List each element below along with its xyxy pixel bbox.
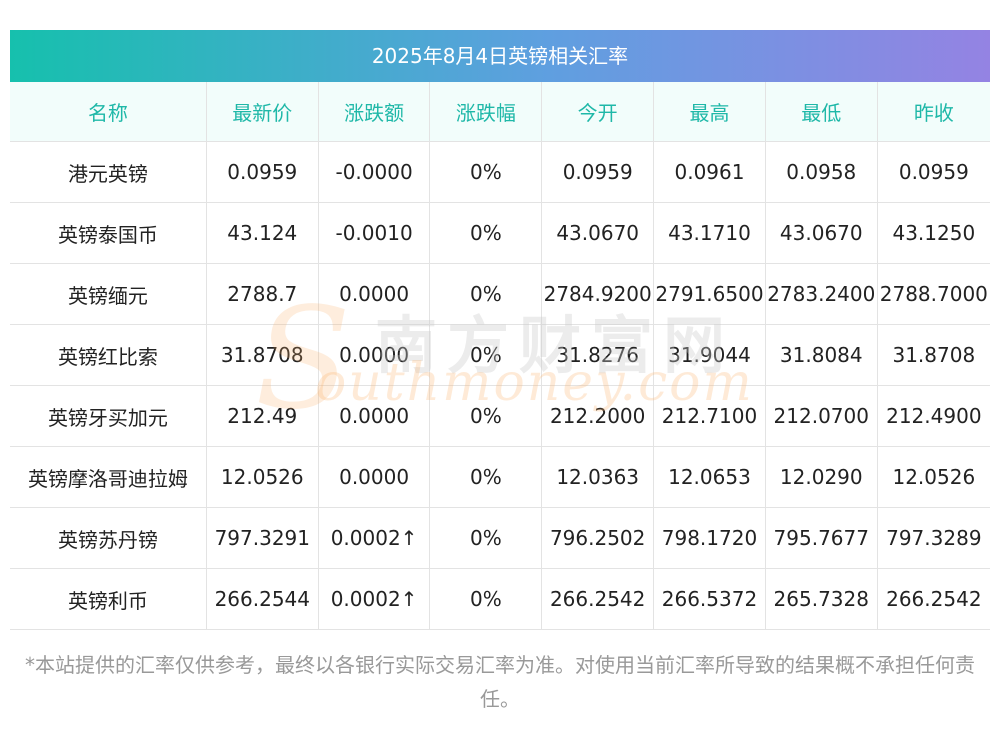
cell-high: 0.0961: [653, 141, 766, 203]
disclaimer-footnote: *本站提供的汇率仅供参考，最终以各银行实际交易汇率为准。对使用当前汇率所导致的结…: [25, 653, 975, 711]
cell-prev-close: 2788.7000: [876, 263, 990, 325]
cell-change-pct: 0%: [429, 385, 542, 447]
cell-change-pct: 0%: [429, 568, 542, 630]
cell-name: 英镑摩洛哥迪拉姆: [10, 446, 207, 508]
cell-high: 12.0653: [653, 446, 766, 508]
table-row: 港元英镑 0.0959 -0.0000 0% 0.0959 0.0961 0.0958 0.0…: [10, 141, 990, 203]
cell-change: -0.0000: [317, 141, 430, 203]
cell-latest: 0.0959: [205, 141, 319, 203]
cell-open: 43.0670: [541, 202, 654, 264]
cell-change-pct: 0%: [429, 202, 542, 264]
table-title: 2025年8月4日英镑相关汇率: [10, 30, 990, 82]
cell-open: 0.0959: [541, 141, 654, 203]
cell-name: 英镑缅元: [10, 263, 207, 325]
cell-prev-close: 43.1250: [876, 202, 990, 264]
cell-high: 212.7100: [653, 385, 766, 447]
table-row: 英镑泰国币 43.124 -0.0010 0% 43.0670 43.1710 43.067…: [10, 202, 990, 264]
cell-latest: 2788.7: [205, 263, 319, 325]
header-change: 涨跌额: [317, 82, 430, 142]
cell-change: 0.0000: [317, 263, 430, 325]
cell-change: 0.0002↑: [317, 507, 430, 569]
table-row: 英镑牙买加元 212.49 0.0000 0% 212.2000 212.7100 212.…: [10, 385, 990, 447]
header-latest: 最新价: [205, 82, 319, 142]
cell-high: 798.1720: [653, 507, 766, 569]
header-high: 最高: [653, 82, 766, 142]
cell-low: 212.0700: [764, 385, 878, 447]
cell-latest: 797.3291: [205, 507, 319, 569]
table-body: 港元英镑 0.0959 -0.0000 0% 0.0959 0.0961 0.0958 0.0…: [10, 141, 990, 630]
cell-change: -0.0010: [317, 202, 430, 264]
table-row: 英镑利币 266.2544 0.0002↑ 0% 266.2542 266.5372 265…: [10, 568, 990, 630]
cell-latest: 266.2544: [205, 568, 319, 630]
cell-latest: 43.124: [205, 202, 319, 264]
cell-change: 0.0002↑: [317, 568, 430, 630]
cell-open: 12.0363: [541, 446, 654, 508]
cell-prev-close: 266.2542: [876, 568, 990, 630]
table-row: 英镑苏丹镑 797.3291 0.0002↑ 0% 796.2502 798.1720 79…: [10, 507, 990, 569]
cell-name: 英镑牙买加元: [10, 385, 207, 447]
table-row: 英镑摩洛哥迪拉姆 12.0526 0.0000 0% 12.0363 12.0653 12.…: [10, 446, 990, 508]
cell-open: 796.2502: [541, 507, 654, 569]
cell-high: 266.5372: [653, 568, 766, 630]
table-header-row: 名称 最新价 涨跌额 涨跌幅 今开 最高 最低 昨收: [10, 82, 990, 142]
cell-low: 795.7677: [764, 507, 878, 569]
cell-latest: 212.49: [205, 385, 319, 447]
header-low: 最低: [764, 82, 878, 142]
cell-name: 港元英镑: [10, 141, 207, 203]
header-prev-close: 昨收: [876, 82, 990, 142]
header-name: 名称: [10, 82, 207, 142]
cell-high: 2791.6500: [653, 263, 766, 325]
cell-prev-close: 797.3289: [876, 507, 990, 569]
cell-low: 2783.2400: [764, 263, 878, 325]
cell-name: 英镑红比索: [10, 324, 207, 386]
cell-low: 265.7328: [764, 568, 878, 630]
table-row: 英镑缅元 2788.7 0.0000 0% 2784.9200 2791.6500 2783…: [10, 263, 990, 325]
cell-low: 43.0670: [764, 202, 878, 264]
cell-change-pct: 0%: [429, 141, 542, 203]
cell-change: 0.0000: [317, 324, 430, 386]
cell-change-pct: 0%: [429, 507, 542, 569]
cell-name: 英镑泰国币: [10, 202, 207, 264]
header-change-pct: 涨跌幅: [429, 82, 542, 142]
cell-change-pct: 0%: [429, 446, 542, 508]
cell-open: 2784.9200: [541, 263, 654, 325]
cell-open: 31.8276: [541, 324, 654, 386]
cell-low: 0.0958: [764, 141, 878, 203]
cell-open: 266.2542: [541, 568, 654, 630]
cell-prev-close: 0.0959: [876, 141, 990, 203]
cell-low: 31.8084: [764, 324, 878, 386]
cell-latest: 12.0526: [205, 446, 319, 508]
table-row: 英镑红比索 31.8708 0.0000 0% 31.8276 31.9044 31.808…: [10, 324, 990, 386]
cell-prev-close: 12.0526: [876, 446, 990, 508]
cell-prev-close: 212.4900: [876, 385, 990, 447]
cell-name: 英镑苏丹镑: [10, 507, 207, 569]
cell-change-pct: 0%: [429, 263, 542, 325]
cell-open: 212.2000: [541, 385, 654, 447]
cell-name: 英镑利币: [10, 568, 207, 630]
cell-prev-close: 31.8708: [876, 324, 990, 386]
cell-latest: 31.8708: [205, 324, 319, 386]
exchange-rate-table: 名称 最新价 涨跌额 涨跌幅 今开 最高 最低 昨收 港元英镑 0.0959 -0.…: [10, 82, 990, 630]
cell-change: 0.0000: [317, 385, 430, 447]
cell-low: 12.0290: [764, 446, 878, 508]
cell-change-pct: 0%: [429, 324, 542, 386]
cell-change: 0.0000: [317, 446, 430, 508]
cell-high: 43.1710: [653, 202, 766, 264]
cell-high: 31.9044: [653, 324, 766, 386]
header-open: 今开: [541, 82, 654, 142]
